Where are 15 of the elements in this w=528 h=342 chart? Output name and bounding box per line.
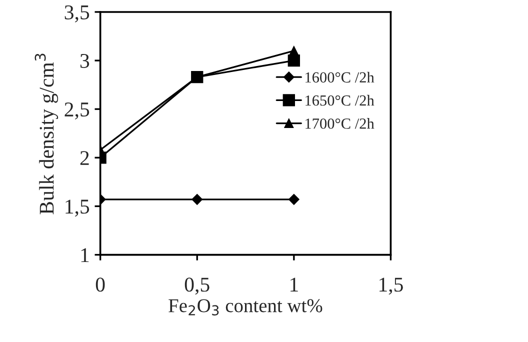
y-tick-label: 3 xyxy=(80,54,90,68)
legend-label: 1700°C /2h xyxy=(306,118,374,129)
y-tick-label: 2,5 xyxy=(64,102,90,120)
x-tick-label: 1 xyxy=(290,278,298,292)
x-tick-label: 0,5 xyxy=(184,278,210,295)
y-axis-title: Bulk density g/cm$^{3}$ xyxy=(34,54,58,214)
legend-label: 1600°C /2h xyxy=(306,72,374,83)
x-tick-label: 0 xyxy=(96,278,105,292)
x-tick-label: 1,5 xyxy=(380,278,403,295)
legend-label: 1650°C /2h xyxy=(306,94,374,106)
y-tick-label: 1 xyxy=(81,248,89,262)
x-axis-title: Fe$_{2}$O$_{3}$ content wt% xyxy=(168,299,322,316)
y-tick-label: 2 xyxy=(80,151,89,165)
y-tick-label: 1,5 xyxy=(66,200,90,217)
y-tick-label: 3,5 xyxy=(64,5,90,22)
